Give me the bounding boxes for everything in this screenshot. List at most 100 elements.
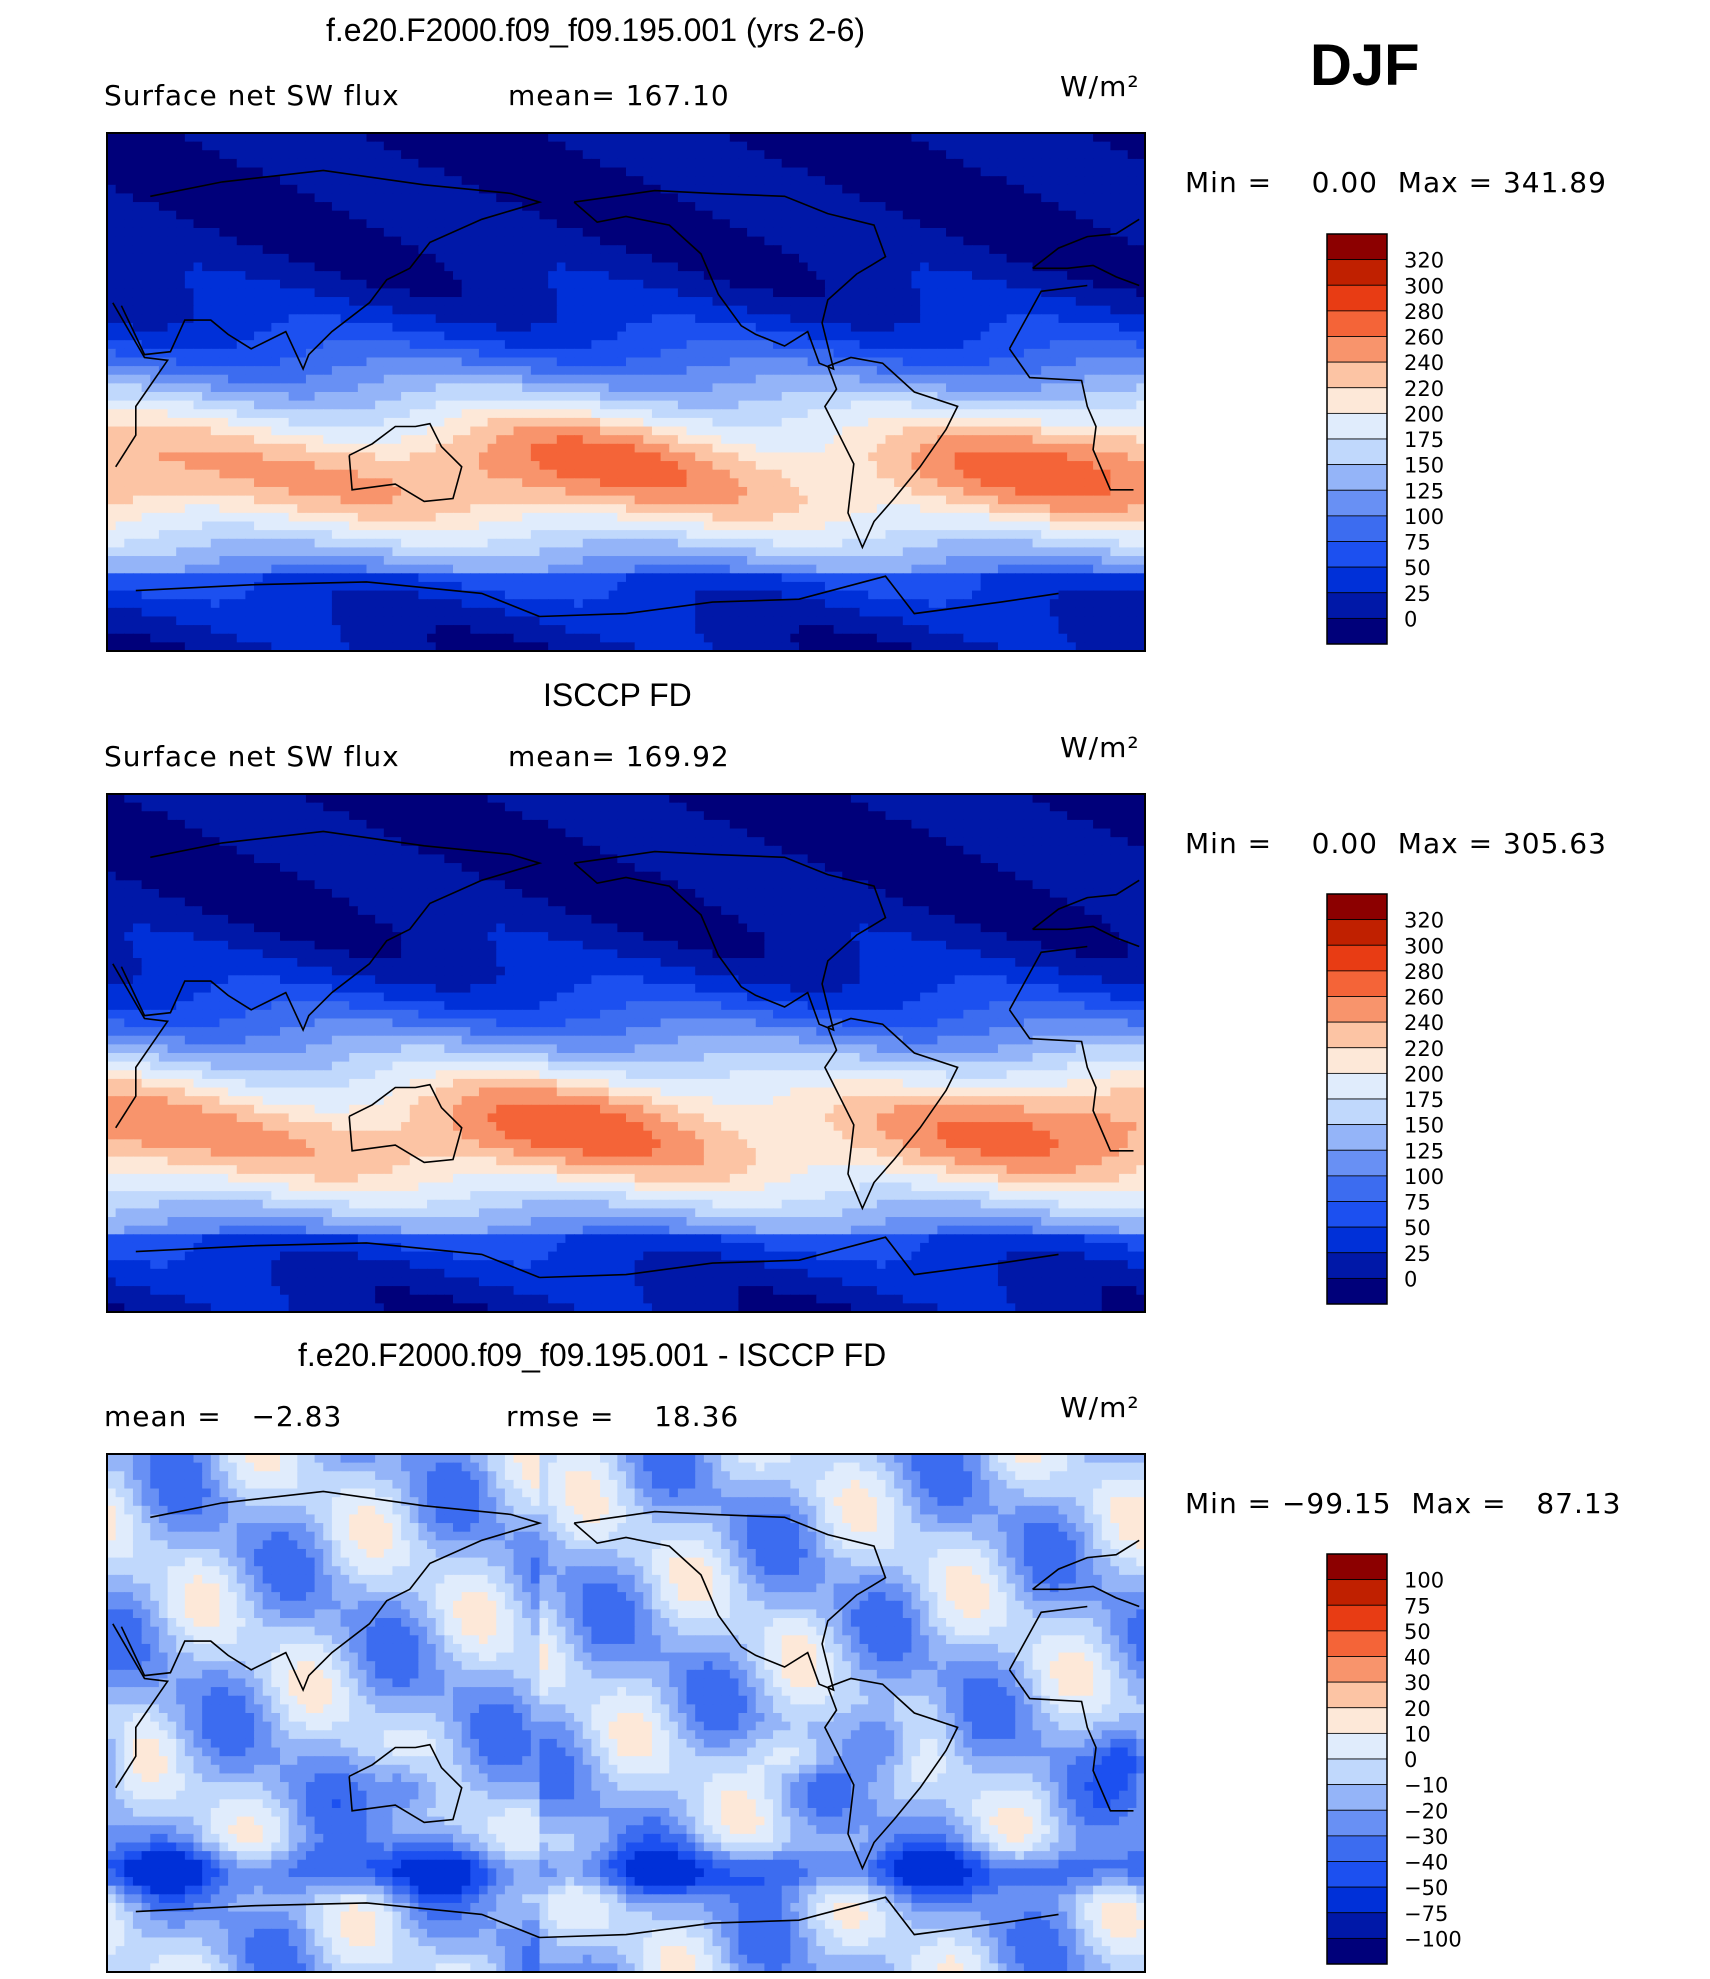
map-cell	[1015, 469, 1025, 479]
map-cell	[245, 314, 255, 324]
map-cell	[375, 219, 385, 229]
map-cell	[228, 340, 238, 350]
map-cell	[617, 366, 627, 376]
map-cell	[305, 331, 316, 341]
map-cell	[158, 374, 169, 384]
map-cell	[600, 202, 610, 212]
map-cell	[807, 210, 817, 220]
map-cell	[435, 461, 445, 471]
map-cell	[833, 331, 843, 341]
map-cell	[530, 158, 541, 169]
map-cell	[686, 374, 696, 384]
map-cell	[219, 167, 229, 177]
map-cell	[548, 271, 558, 281]
map-cell	[677, 340, 688, 350]
map-cell	[262, 245, 272, 255]
map-cell	[1101, 357, 1111, 367]
map-cell	[331, 426, 342, 436]
map-cell	[470, 245, 480, 255]
map-cell	[1136, 409, 1146, 419]
map-cell	[548, 305, 558, 315]
map-cell	[409, 210, 419, 220]
map-cell	[747, 478, 757, 488]
map-cell	[920, 340, 930, 350]
map-cell	[522, 417, 532, 428]
map-cell	[721, 452, 731, 462]
map-cell	[280, 357, 290, 367]
map-cell	[574, 176, 584, 186]
map-cell	[556, 478, 567, 488]
map-cell	[972, 176, 982, 186]
map-cell	[496, 314, 506, 324]
map-cell	[556, 305, 567, 315]
map-cell	[582, 461, 592, 471]
map-cell	[954, 279, 964, 289]
map-cell	[1006, 297, 1016, 307]
map-cell	[392, 219, 402, 229]
map-cell	[894, 452, 904, 462]
map-cell	[677, 210, 688, 220]
map-cell	[1084, 443, 1094, 454]
map-cell	[980, 158, 990, 169]
map-cell	[323, 305, 333, 315]
map-cell	[695, 236, 705, 246]
map-cell	[972, 219, 982, 229]
map-cell	[894, 357, 904, 367]
map-cell	[755, 478, 765, 488]
map-cell	[1049, 426, 1060, 436]
map-cell	[799, 366, 809, 376]
map-cell	[487, 176, 497, 186]
map-cell	[1127, 193, 1137, 203]
map-cell	[721, 141, 731, 151]
map-cell	[781, 322, 791, 333]
map-cell	[392, 452, 402, 462]
map-cell	[1058, 409, 1068, 419]
map-cell	[349, 461, 359, 471]
map-cell	[1110, 417, 1120, 428]
map-cell	[305, 469, 316, 479]
map-cell	[963, 383, 973, 393]
map-cell	[824, 158, 835, 169]
map-cell	[807, 400, 817, 410]
map-cell	[349, 219, 359, 229]
map-cell	[141, 253, 151, 264]
map-cell	[651, 409, 662, 419]
map-cell	[184, 133, 195, 143]
map-cell	[574, 426, 584, 436]
map-cell	[453, 486, 463, 497]
map-cell	[1032, 253, 1042, 264]
map-cell	[626, 443, 636, 454]
map-cell	[972, 452, 982, 462]
map-cell	[392, 133, 402, 143]
map-cell	[331, 219, 342, 229]
map-cell	[799, 279, 809, 289]
map-cell	[1136, 219, 1146, 229]
map-cell	[383, 400, 394, 410]
map-cell	[1110, 167, 1120, 177]
map-cell	[920, 322, 930, 333]
map-cell	[1023, 331, 1034, 341]
map-cell	[660, 469, 670, 479]
map-cell	[703, 426, 714, 436]
map-cell	[158, 443, 169, 454]
map-cell	[686, 236, 696, 246]
map-cell	[504, 219, 515, 229]
map-cell	[686, 193, 696, 203]
map-cell	[859, 262, 869, 272]
map-cell	[288, 279, 298, 289]
map-cell	[894, 227, 904, 238]
map-cell	[703, 305, 714, 315]
map-cell	[107, 158, 117, 169]
map-cell	[556, 426, 567, 436]
map-cell	[478, 227, 489, 238]
map-cell	[150, 271, 160, 281]
map-cell	[297, 409, 307, 419]
map-cell	[453, 452, 463, 462]
map-cell	[911, 409, 921, 419]
map-cell	[1101, 426, 1111, 436]
map-cell	[790, 392, 800, 402]
map-cell	[340, 202, 350, 212]
map-cell	[1032, 210, 1042, 220]
map-cell	[262, 279, 272, 289]
map-cell	[254, 245, 264, 255]
